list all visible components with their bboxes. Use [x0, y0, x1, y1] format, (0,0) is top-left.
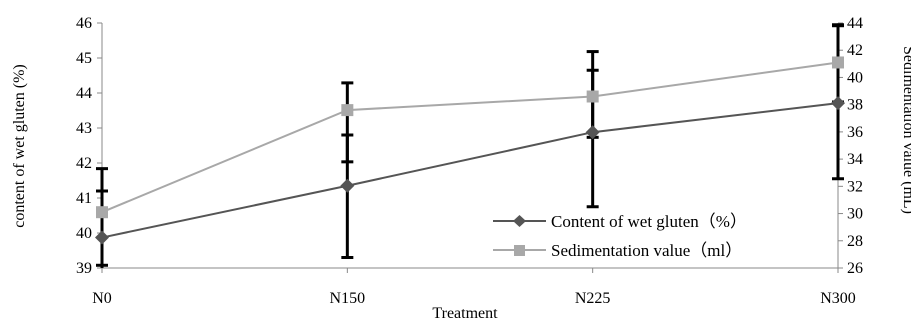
right-tick-label: 26	[847, 260, 863, 277]
left-tick-label: 43	[76, 120, 92, 137]
right-tick-label: 40	[847, 69, 863, 86]
right-y-axis-title: Sedimentation value (mL)	[900, 46, 911, 214]
left-y-axis-title: content of wet gluten (%)	[11, 64, 28, 228]
legend-marker-diamond	[513, 215, 526, 227]
left-tick-label: 39	[76, 260, 92, 277]
data-point-wet-gluten	[95, 230, 109, 245]
x-tick-label: N150	[330, 290, 366, 307]
right-tick-label: 38	[847, 97, 863, 114]
right-tick-labels: 26 28 30 32 34 36 38 40 42 44	[847, 15, 863, 277]
legend-marker-square	[514, 245, 525, 256]
x-tick-label: N225	[575, 290, 611, 307]
right-tick-label: 42	[847, 42, 863, 59]
x-tick-label: N300	[820, 290, 856, 307]
data-point-sedimentation	[341, 104, 354, 117]
left-tick-label: 42	[76, 155, 92, 172]
right-tick-label: 36	[847, 124, 863, 141]
x-tick-label: N0	[92, 290, 112, 307]
left-tick-label: 44	[76, 85, 92, 102]
data-point-sedimentation	[832, 56, 844, 69]
left-tick-label: 40	[76, 225, 92, 242]
series-line-wet-gluten	[101, 102, 839, 239]
right-tick-label: 32	[847, 178, 863, 195]
series-line-sedimentation	[101, 61, 839, 214]
data-point-wet-gluten	[340, 178, 355, 193]
axes-group	[97, 22, 843, 273]
x-tick-labels: N0 N150 N225 N300	[92, 290, 856, 307]
left-tick-label: 41	[76, 190, 92, 207]
legend: Content of wet gluten（%） Sedimentation v…	[493, 212, 747, 260]
x-axis-title: Treatment	[432, 305, 498, 322]
right-tick-label: 30	[847, 206, 863, 223]
left-tick-label: 45	[76, 50, 92, 67]
legend-label-wet-gluten: Content of wet gluten（%）	[551, 212, 747, 231]
data-point-wet-gluten	[585, 125, 600, 140]
left-tick-labels: 39 40 41 42 43 44 45 46	[76, 15, 92, 277]
right-tick-label: 28	[847, 233, 863, 250]
markers-group	[95, 56, 845, 245]
right-tick-label: 34	[847, 151, 863, 168]
error-bars-group	[96, 23, 844, 268]
left-tick-label: 46	[76, 15, 92, 32]
data-point-sedimentation	[96, 206, 108, 219]
series-lines-group	[101, 61, 839, 239]
right-tick-label: 44	[847, 15, 863, 32]
data-point-wet-gluten	[831, 96, 845, 111]
legend-label-sedimentation: Sedimentation value（ml）	[551, 241, 742, 260]
data-point-sedimentation	[586, 90, 599, 103]
